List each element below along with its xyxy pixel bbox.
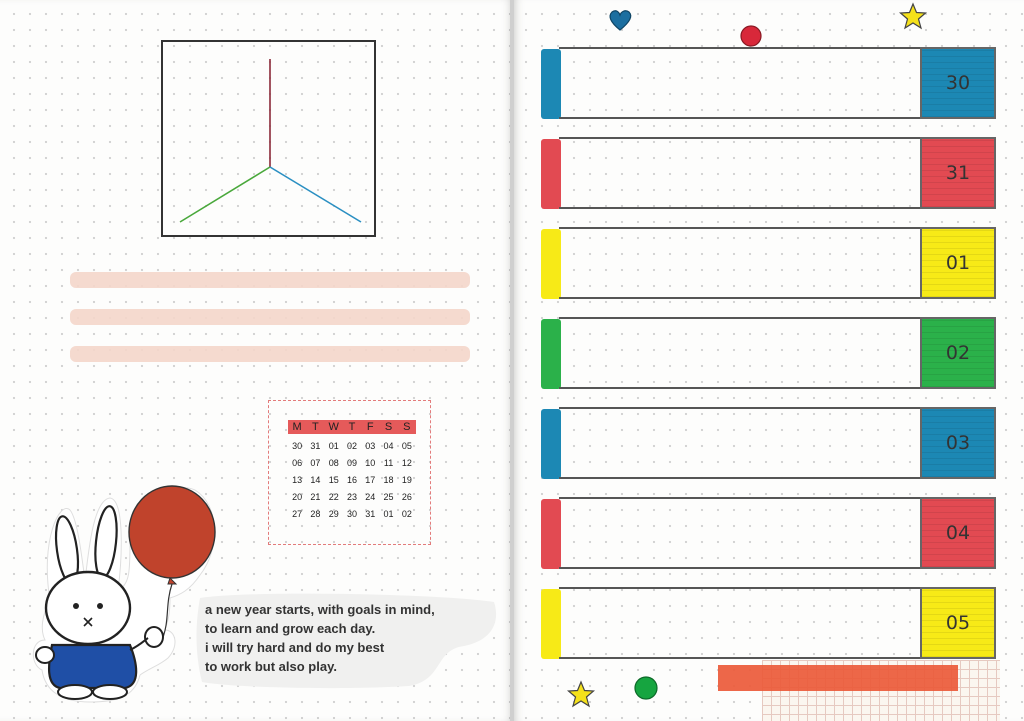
calendar-date: 19 (401, 475, 412, 485)
star-icon (898, 2, 928, 30)
star-icon (566, 680, 596, 708)
day-number: 04 (920, 497, 996, 569)
day-color-bar (541, 589, 561, 659)
calendar-date: 07 (310, 458, 321, 468)
day-color-bar (541, 49, 561, 119)
day-entry-box (559, 587, 937, 659)
calendar-date: 11 (383, 458, 394, 468)
day-row: 03 (541, 407, 996, 481)
calendar-date: 30 (346, 509, 357, 519)
day-entry-box (559, 227, 937, 299)
day-entry-box (559, 407, 937, 479)
day-number: 02 (920, 317, 996, 389)
calendar-date: 08 (328, 458, 339, 468)
calendar-date: 21 (310, 492, 321, 502)
calendar-date: 02 (401, 509, 412, 519)
calendar-date: 12 (401, 458, 412, 468)
mini-calendar: M T W T F S S 30 31 01 02 03 04 05 06 07 08 09 10 11… (268, 400, 431, 545)
poem-line: to work but also play. (205, 659, 337, 674)
day-number: 01 (920, 227, 996, 299)
calendar-date: 01 (383, 509, 394, 519)
calendar-date: 16 (346, 475, 357, 485)
day-entry-box (559, 317, 937, 389)
day-color-bar (541, 139, 561, 209)
calendar-date: 23 (346, 492, 357, 502)
calendar-date: 14 (310, 475, 321, 485)
day-row: 04 (541, 497, 996, 571)
calendar-date: 20 (292, 492, 303, 502)
calendar-date: 27 (292, 509, 303, 519)
calendar-date: 13 (292, 475, 303, 485)
calendar-date: 04 (383, 441, 394, 451)
day-color-bar (541, 319, 561, 389)
weekday-label: F (366, 421, 374, 433)
clock-hands-icon (179, 59, 362, 223)
day-row: 30 (541, 47, 996, 121)
calendar-date: 05 (401, 441, 412, 451)
day-number: 03 (920, 407, 996, 479)
day-color-bar (541, 499, 561, 569)
day-row: 02 (541, 317, 996, 391)
weekday-label: T (348, 421, 356, 433)
poem-line: a new year starts, with goals in mind, (205, 602, 435, 617)
bunny-with-balloon-sticker (32, 485, 216, 703)
calendar-date: 29 (328, 509, 339, 519)
poem-line: to learn and grow each day. (205, 621, 376, 636)
calendar-date: 03 (365, 441, 376, 451)
calendar-date: 26 (401, 492, 412, 502)
sticker-backing (196, 593, 497, 689)
poem-sticker: a new year starts, with goals in mind, t… (194, 590, 500, 690)
weekday-label: S (384, 421, 393, 433)
weekday-label: T (312, 421, 319, 433)
day-row: 31 (541, 137, 996, 211)
day-number: 30 (920, 47, 996, 119)
heart-icon (609, 10, 632, 31)
calendar-date: 01 (328, 441, 339, 451)
poem-line: i will try hard and do my best (205, 640, 385, 655)
calendar-date: 10 (365, 458, 376, 468)
clock-box (161, 40, 376, 237)
washi-tape-strip (718, 665, 958, 691)
washi-stripe (70, 346, 470, 362)
weekday-label: M (292, 421, 302, 433)
day-entry-box (559, 137, 937, 209)
day-number: 05 (920, 587, 996, 659)
day-color-bar (541, 409, 561, 479)
dot-icon (634, 676, 658, 700)
balloon-icon (128, 485, 216, 579)
calendar-date-grid: 30 31 01 02 03 04 05 06 07 08 09 10 11 12 13 14 15 16 17 18… (288, 439, 416, 521)
day-entry-box (559, 497, 937, 569)
calendar-date: 31 (365, 509, 376, 519)
weekday-label: W (328, 421, 339, 433)
poem-text: a new year starts, with goals in mind, t… (205, 600, 435, 676)
calendar-date: 31 (310, 441, 321, 451)
calendar-date: 17 (365, 475, 376, 485)
calendar-date: 15 (328, 475, 339, 485)
weekday-label: S (403, 421, 411, 433)
page-gutter (510, 0, 516, 721)
calendar-date: 09 (346, 458, 357, 468)
calendar-date: 06 (292, 458, 303, 468)
day-row: 05 (541, 587, 996, 661)
calendar-date: 24 (365, 492, 376, 502)
day-color-bar (541, 229, 561, 299)
calendar-date: 28 (310, 509, 321, 519)
dot-icon (740, 25, 762, 47)
calendar-date: 18 (383, 475, 394, 485)
calendar-date: 22 (328, 492, 339, 502)
day-row: 01 (541, 227, 996, 301)
day-entry-box (559, 47, 937, 119)
calendar-date: 25 (383, 492, 394, 502)
day-number: 31 (920, 137, 996, 209)
calendar-date: 30 (292, 441, 303, 451)
washi-stripe (70, 309, 470, 325)
calendar-date: 02 (346, 441, 357, 451)
washi-stripe (70, 272, 470, 288)
calendar-weekday-header: M T W T F S S (288, 420, 416, 434)
